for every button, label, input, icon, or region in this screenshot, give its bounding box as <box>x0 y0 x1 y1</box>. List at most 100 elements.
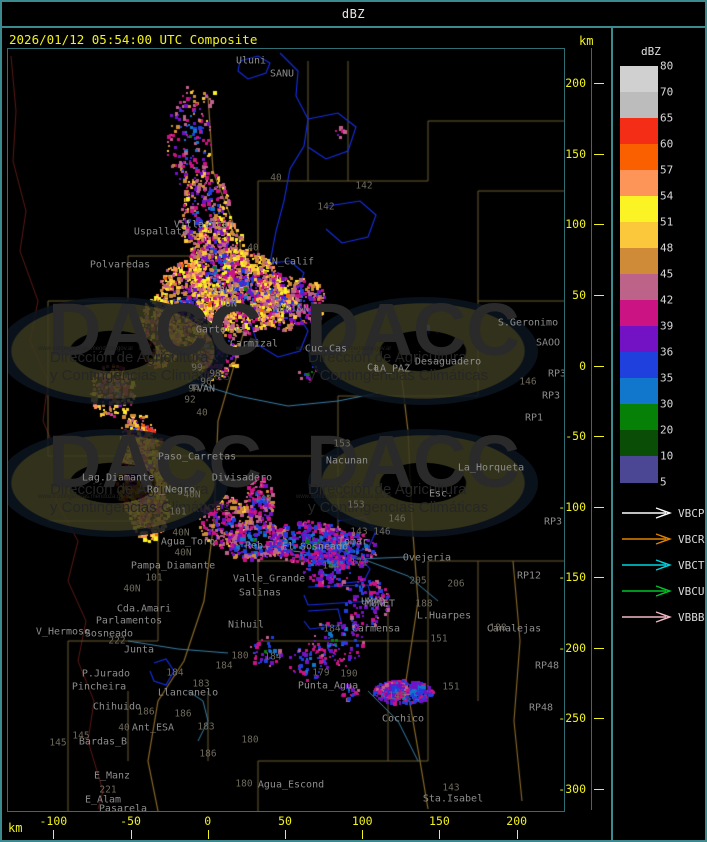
colorbar <box>620 66 658 483</box>
colorbar-swatch <box>620 456 658 483</box>
y-tick-label: 200 <box>565 76 586 91</box>
map-route-label: 101 <box>145 572 163 584</box>
map-place-label: Agua_Escond <box>257 779 325 791</box>
window-right-border <box>705 0 707 842</box>
map-route-label: 180 <box>241 734 259 746</box>
map-route-label: 96 <box>200 376 212 388</box>
map-route-label: 186 <box>174 708 192 720</box>
arrow-legend-label: VBBB <box>678 610 705 624</box>
window-bottom-border <box>0 840 707 842</box>
map-route-label: 190 <box>340 668 358 680</box>
colorbar-swatch <box>620 378 658 405</box>
colorbar-value: 45 <box>660 267 674 281</box>
colorbar-value: 80 <box>660 59 674 73</box>
x-tick-label: 100 <box>351 814 373 828</box>
colorbar-swatch <box>620 170 658 197</box>
map-place-label: Pasarela <box>98 803 148 812</box>
colorbar-value: 70 <box>660 85 674 99</box>
colorbar-value: 36 <box>660 345 674 359</box>
x-tick-mark <box>285 830 286 839</box>
map-place-label: MORT&N <box>272 303 310 315</box>
watermark: y Contingencias Climáticas <box>308 367 489 384</box>
dacc-logo-watermark <box>308 297 538 405</box>
colorbar-value: 54 <box>660 189 674 203</box>
arrow-legend-item: VBCP <box>620 500 706 526</box>
arrow-legend-label: VBCP <box>678 506 705 520</box>
map-place-label: N_Calif <box>271 256 315 268</box>
colorbar-swatch <box>620 144 658 171</box>
window-left-border <box>0 0 2 842</box>
map-place-label: JUN <box>218 298 238 310</box>
map-place-label: V_Hermoso <box>35 626 91 638</box>
map-route-label: 188 <box>415 598 433 610</box>
map-place-label: RP3 <box>547 368 565 380</box>
map-place-label: S.Geronimo <box>497 317 559 329</box>
arrow-icon <box>622 611 672 623</box>
dacc-logo-watermark <box>8 297 228 405</box>
y-tick-mark <box>594 718 604 720</box>
map-place-label: Cuc.Cas <box>304 343 348 355</box>
map-route-label: 146 <box>373 526 391 538</box>
radar-plot-area[interactable]: DACC DACC DACC DACC Dirección de Agricultura… <box>7 48 565 812</box>
arrow-icon <box>622 585 672 597</box>
x-tick-label: 200 <box>506 814 528 828</box>
colorbar-value: 35 <box>660 371 674 385</box>
watermark: www.contingencias.mendoza.gov.ar <box>296 346 392 352</box>
map-route-label: 143 <box>350 526 368 538</box>
x-axis-unit-label: km <box>8 821 23 835</box>
map-route-label: 143 <box>442 782 460 794</box>
map-route-label: 151 <box>430 633 448 645</box>
arrow-legend-label: VBCU <box>678 584 705 598</box>
map-place-label: Carmensa <box>351 623 401 635</box>
map-route-label: 142 <box>317 201 335 213</box>
map-place-label: Villavicen <box>173 219 235 231</box>
arrow-legend-label: VBCT <box>678 558 705 572</box>
map-place-label: Salinas <box>238 587 282 599</box>
y-tick-mark <box>594 788 604 790</box>
map-route-label: 186 <box>137 706 155 718</box>
x-tick-label: 0 <box>204 814 212 828</box>
map-place-label: Sosneado <box>84 628 134 640</box>
map-place-label: Parlamentos <box>95 615 163 627</box>
timestamp-label: 2026/01/12 05:54:00 UTC Composite <box>9 32 258 47</box>
map-route-label: 146 <box>388 513 406 525</box>
colorbar-swatch <box>620 326 658 353</box>
map-place-label: Polvaredas <box>89 259 151 271</box>
x-tick-mark <box>516 830 518 839</box>
map-route-label: 92 <box>184 394 196 406</box>
colorbar-swatch <box>620 274 658 301</box>
y-tick-label: 0 <box>579 358 586 373</box>
map-place-label: CRUZ <box>212 285 238 297</box>
map-place-label: UMAD <box>360 596 386 608</box>
colorbar-swatch <box>620 430 658 457</box>
colorbar-swatch <box>620 352 658 379</box>
y-tick-mark <box>594 224 604 226</box>
colorbar-swatch <box>620 66 658 93</box>
window-title: dBZ <box>341 7 366 21</box>
dacc-logo-watermark <box>308 429 538 537</box>
map-route-label: 40 <box>247 242 259 254</box>
y-tick-mark <box>594 647 604 649</box>
map-place-label: LA_PAZ <box>373 363 411 375</box>
map-route-label: 40 <box>196 407 208 419</box>
x-tick-label: -100 <box>39 814 68 828</box>
colorbar-value: 39 <box>660 319 674 333</box>
y-axis-unit-label: km <box>579 34 594 48</box>
map-route-label: 188 <box>489 622 507 634</box>
map-place-label: Pincheira <box>71 681 127 693</box>
map-place-label: SAOO <box>535 337 561 349</box>
map-place-label: Junta <box>123 644 155 656</box>
map-place-label: MONET <box>364 598 396 610</box>
map-route-label: 222 <box>108 635 126 647</box>
colorbar-value: 48 <box>660 241 674 255</box>
map-route-label: 145 <box>72 730 90 742</box>
map-route-label: 142 <box>355 180 373 192</box>
watermark: y Contingencias Climáticas <box>308 499 489 516</box>
map-place-label: Canalejas <box>486 623 542 635</box>
watermark: www.contingencias.mendoza.gov.ar <box>38 346 134 352</box>
map-route-label: 99 <box>191 362 203 374</box>
map-route-label: 40 <box>270 172 282 184</box>
colorbar-value: 20 <box>660 423 674 437</box>
colorbar-swatch <box>620 248 658 275</box>
